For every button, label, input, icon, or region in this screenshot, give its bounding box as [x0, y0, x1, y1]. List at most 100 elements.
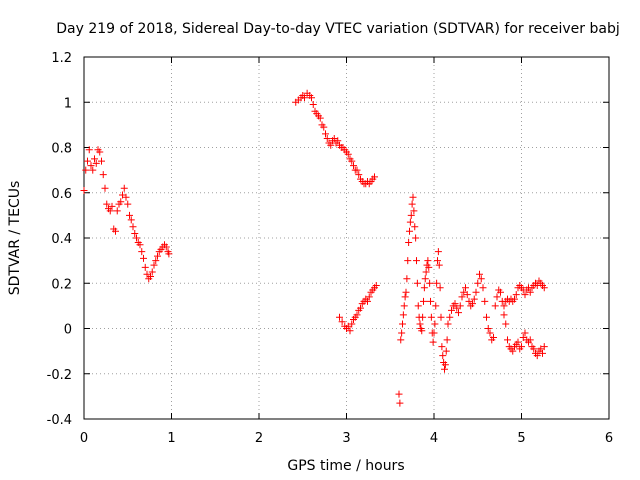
data-point — [320, 123, 328, 131]
data-point — [348, 320, 356, 328]
data-point — [421, 275, 429, 283]
series-segment-2 — [292, 89, 378, 188]
data-point — [427, 313, 435, 321]
data-point — [85, 146, 93, 154]
data-point — [140, 254, 147, 262]
data-point — [429, 338, 437, 346]
data-point — [397, 336, 405, 344]
data-point — [436, 284, 444, 292]
y-tick-label: 1 — [64, 96, 72, 111]
data-points — [80, 89, 548, 407]
chart-title: Day 219 of 2018, Sidereal Day-to-day VTE… — [56, 21, 619, 37]
data-point — [131, 229, 139, 237]
data-point — [486, 329, 494, 337]
data-point — [425, 263, 433, 271]
data-point — [80, 186, 88, 194]
data-point — [490, 334, 497, 342]
data-point — [514, 338, 522, 346]
x-tick-label: 6 — [605, 431, 613, 446]
data-point — [403, 275, 411, 283]
data-point — [437, 313, 445, 321]
y-tick-label: 0 — [64, 323, 72, 338]
data-point — [353, 311, 361, 319]
data-point — [476, 270, 483, 278]
data-point — [409, 193, 417, 201]
x-tick-label: 3 — [342, 431, 350, 446]
data-point — [350, 162, 357, 170]
data-point — [165, 250, 173, 258]
y-tick-label: -0.4 — [47, 413, 72, 428]
data-point — [138, 248, 146, 256]
x-tick-label: 2 — [255, 431, 263, 446]
data-point — [402, 288, 410, 296]
data-point — [483, 313, 490, 321]
data-point — [448, 306, 455, 314]
data-point — [434, 248, 442, 256]
axis-ticks: 0 1 2 3 4 5 6 -0.4 -0.2 0 0.2 0.4 0.6 0.8 1 1.2 — [47, 51, 614, 446]
y-axis-label: SDTVAR / TECUs — [7, 181, 23, 296]
data-point — [106, 207, 114, 215]
data-point — [410, 207, 418, 215]
data-point — [147, 272, 154, 280]
data-point — [395, 390, 403, 398]
data-point — [418, 327, 426, 335]
data-point — [399, 311, 407, 319]
data-point — [92, 159, 100, 167]
data-point — [399, 320, 406, 328]
data-point — [406, 227, 413, 235]
data-point — [113, 207, 121, 215]
data-point — [400, 302, 408, 310]
data-point — [133, 234, 140, 242]
y-tick-label: 0.4 — [51, 232, 72, 247]
data-point — [154, 252, 161, 260]
data-point — [103, 200, 111, 208]
data-point — [509, 347, 517, 355]
data-point — [355, 171, 363, 179]
data-point — [396, 399, 404, 407]
data-point — [416, 320, 424, 328]
data-point — [365, 293, 373, 301]
data-point — [89, 166, 97, 174]
data-point — [99, 171, 107, 179]
data-point — [432, 302, 440, 310]
data-point — [150, 261, 158, 269]
data-point — [371, 173, 378, 181]
data-point — [530, 345, 538, 353]
data-point — [336, 313, 343, 321]
series-segment-6 — [500, 277, 548, 310]
data-point — [82, 166, 90, 174]
data-point — [412, 234, 420, 242]
data-point — [430, 329, 438, 337]
data-point — [431, 320, 439, 328]
data-point — [521, 329, 529, 337]
data-point — [444, 320, 452, 328]
data-point — [398, 329, 406, 337]
data-point — [456, 302, 464, 310]
grid — [84, 57, 609, 419]
data-point — [441, 365, 448, 373]
data-point — [338, 318, 346, 326]
data-point — [96, 148, 104, 156]
x-tick-label: 0 — [80, 431, 88, 446]
data-point — [308, 94, 315, 102]
data-point — [458, 293, 466, 301]
x-tick-label: 1 — [167, 431, 175, 446]
data-point — [504, 336, 511, 344]
data-point — [112, 227, 119, 235]
data-point — [433, 279, 441, 287]
data-point — [344, 150, 352, 158]
data-point — [481, 297, 489, 305]
data-point — [424, 257, 432, 265]
data-point — [357, 304, 364, 312]
data-point — [422, 268, 430, 276]
data-point — [512, 291, 520, 299]
data-point — [122, 193, 130, 201]
data-point — [419, 313, 427, 321]
data-point — [108, 202, 116, 210]
data-point — [162, 243, 170, 251]
data-point — [462, 284, 469, 292]
data-point — [127, 216, 135, 224]
y-tick-label: 1.2 — [51, 51, 72, 66]
data-point — [152, 257, 160, 265]
